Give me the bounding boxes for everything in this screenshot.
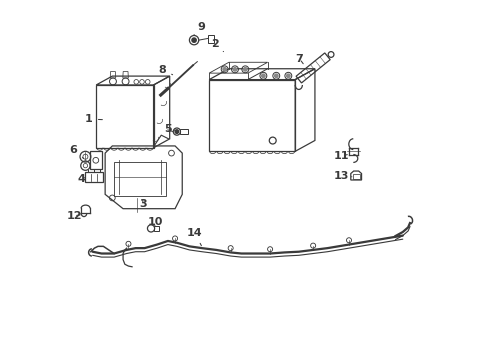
Text: 1: 1 xyxy=(85,114,102,124)
Text: 13: 13 xyxy=(333,171,352,181)
Text: 2: 2 xyxy=(211,39,223,51)
Text: 8: 8 xyxy=(159,64,172,75)
Text: 11: 11 xyxy=(334,150,349,161)
Text: 12: 12 xyxy=(66,211,82,221)
Text: 10: 10 xyxy=(147,217,163,227)
Text: 14: 14 xyxy=(187,228,202,246)
Text: 5: 5 xyxy=(164,124,176,134)
Circle shape xyxy=(287,74,290,77)
Circle shape xyxy=(244,68,247,71)
Text: 9: 9 xyxy=(194,22,205,35)
Circle shape xyxy=(233,68,237,71)
Circle shape xyxy=(192,38,196,42)
Circle shape xyxy=(262,74,265,77)
Circle shape xyxy=(175,130,179,134)
Circle shape xyxy=(274,74,278,77)
Text: 7: 7 xyxy=(295,54,303,64)
Circle shape xyxy=(223,68,226,71)
Text: 6: 6 xyxy=(70,145,84,158)
Text: 3: 3 xyxy=(139,199,147,210)
Text: 4: 4 xyxy=(77,174,85,184)
